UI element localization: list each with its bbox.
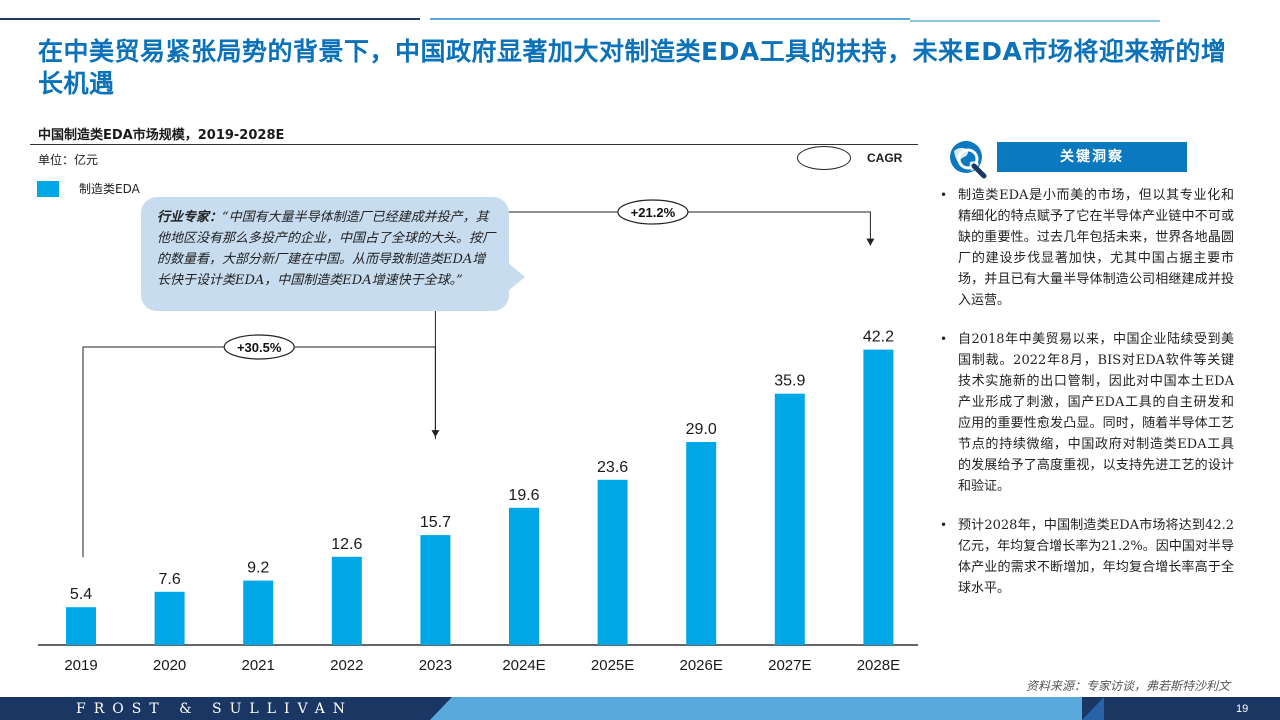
x-tick-label: 2020 (153, 657, 186, 674)
insights-list: • 制造类EDA是小而美的市场，但以其专业化和精细化的特点赋予了它在半导体产业链中… (938, 185, 1234, 617)
footer-bar: FROST & SULLIVAN (0, 697, 1280, 720)
cagr-connector (82, 346, 436, 558)
expert-callout: 行业专家：“中国有大量半导体制造厂已经建成并投产，其他地区没有那么多投产的企业，… (141, 197, 509, 311)
insight-item: • 制造类EDA是小而美的市场，但以其专业化和精细化的特点赋予了它在半导体产业链中… (938, 185, 1234, 311)
legend-swatch (37, 180, 59, 197)
source-note: 资料来源：专家访谈，弗若斯特沙利文 (1026, 679, 1231, 693)
brand-logo-text: FROST & SULLIVAN (76, 701, 354, 717)
bar-value-label: 42.2 (863, 329, 894, 346)
legend-label: 制造类EDA (79, 182, 140, 196)
x-tick-label: 2021 (242, 657, 275, 674)
globe-magnifier-icon (946, 138, 992, 180)
cagr-legend-ellipse (797, 146, 851, 170)
bar-2026E (686, 442, 717, 645)
insight-text: 制造类EDA是小而美的市场，但以其专业化和精细化的特点赋予了它在半导体产业链中不… (958, 188, 1234, 308)
bar-2028E (863, 349, 894, 645)
x-tick-label: 2027E (768, 657, 811, 674)
bar-value-label: 15.7 (420, 514, 451, 531)
bar-value-label: 29.0 (686, 421, 717, 438)
x-tick-label: 2022 (330, 657, 363, 674)
cagr-value-label: +21.2% (631, 205, 676, 220)
x-tick-label: 2024E (502, 657, 545, 674)
top-bar-segment (0, 18, 420, 20)
x-tick-label: 2025E (591, 657, 634, 674)
cagr-value-label: +30.5% (237, 340, 282, 355)
bullet-icon: • (940, 518, 948, 532)
bar-value-label: 5.4 (70, 586, 92, 603)
insight-text: 预计2028年，中国制造类EDA市场将达到42.2亿元，年均复合增长率为21.2… (958, 518, 1234, 596)
bar-2019 (66, 607, 96, 645)
cagr-legend: CAGR (797, 146, 902, 170)
x-tick-label: 2019 (64, 657, 97, 674)
bar-2024E (509, 507, 539, 645)
bar-2023 (420, 535, 451, 645)
x-tick-label: 2026E (680, 657, 723, 674)
chart-title-rule (30, 144, 918, 145)
insights-header: 关键洞察 (997, 142, 1187, 172)
bullet-icon: • (940, 332, 948, 346)
top-decor-bar (0, 0, 1280, 30)
footer-stripe (1082, 697, 1104, 720)
chart-legend: 制造类EDA (37, 180, 140, 197)
bar-value-label: 7.6 (158, 571, 180, 588)
bar-value-label: 19.6 (508, 487, 539, 504)
page-title: 在中美贸易紧张局势的背景下，中国政府显著加大对制造类EDA工具的扶持，未来EDA… (38, 37, 1227, 98)
bar-value-label: 23.6 (597, 459, 628, 476)
insight-text: 自2018年中美贸易以来，中国企业陆续受到美国制裁。2022年8月，BIS对ED… (958, 332, 1234, 494)
chart-title: 中国制造类EDA市场规模，2019-2028E (38, 128, 285, 143)
callout-tail (507, 262, 525, 292)
cagr-ellipse (617, 199, 689, 225)
footer-stripe (452, 697, 1082, 720)
x-tick-label: 2028E (857, 657, 900, 674)
bar-2025E (597, 479, 628, 645)
insight-item: • 自2018年中美贸易以来，中国企业陆续受到美国制裁。2022年8月，BIS对E… (938, 329, 1234, 497)
cagr-legend-label: CAGR (867, 151, 903, 165)
top-bar-segment (910, 20, 1160, 22)
insight-item: • 预计2028年，中国制造类EDA市场将达到42.2亿元，年均复合增长率为21.… (938, 515, 1234, 599)
page-number: 19 (1236, 703, 1249, 715)
bar-value-label: 35.9 (774, 373, 805, 390)
bar-2021 (243, 580, 274, 645)
top-bar-segment (430, 18, 910, 20)
bar-2020 (154, 591, 185, 645)
cagr-arrowhead (866, 238, 875, 246)
callout-expert-label: 行业专家： (157, 210, 223, 225)
bullet-icon: • (940, 188, 948, 202)
bar-value-label: 9.2 (247, 560, 269, 577)
bar-2027E (774, 393, 805, 645)
x-tick-label: 2023 (419, 657, 452, 674)
unit-label: 单位：亿元 (38, 153, 99, 167)
bar-chart: 5.4 2019 7.6 2020 9.2 2021 12.6 2022 15.7 2023 19.… (38, 199, 918, 674)
footer-stripe (430, 697, 452, 720)
callout-quote: “中国有大量半导体制造厂已经建成并投产，其他地区没有那么多投产的企业，中国占了全… (157, 210, 496, 288)
cagr-ellipse (223, 334, 295, 360)
footer-stripe (1104, 697, 1280, 720)
bar-2022 (331, 556, 362, 645)
bar-value-label: 12.6 (331, 536, 362, 553)
